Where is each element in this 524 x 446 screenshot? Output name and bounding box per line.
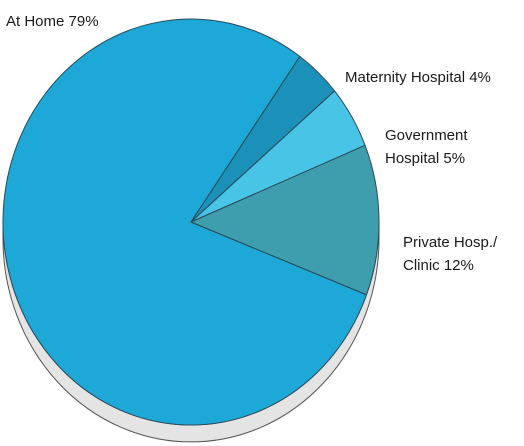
pie-slice-3	[190, 144, 380, 296]
label-government-hospital: Government Hospital 5%	[385, 127, 468, 167]
pie-slice-0	[2, 18, 368, 426]
label-private-hospital: Private Hosp./ Clinic 12%	[403, 234, 498, 274]
label-at-home: At Home 79%	[6, 13, 99, 30]
label-maternity-hospital: Maternity Hospital 4%	[345, 69, 491, 86]
